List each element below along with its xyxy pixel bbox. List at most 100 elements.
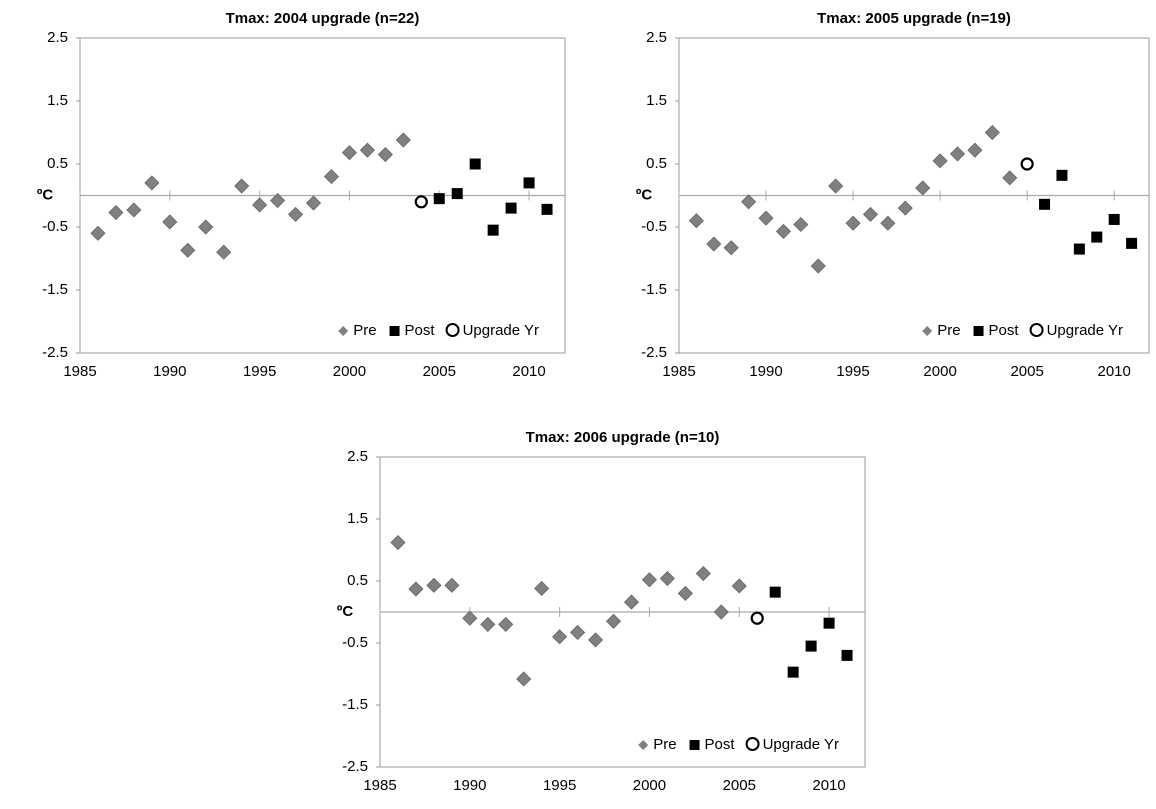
y-tick-label: 0.5	[347, 572, 368, 589]
legend-label: Pre	[353, 322, 376, 339]
legend-label: Upgrade Yr	[1047, 322, 1123, 339]
x-tick-label: 1985	[63, 363, 96, 380]
square-point	[487, 224, 499, 236]
diamond-point	[516, 671, 532, 687]
y-tick-label: 1.5	[47, 92, 68, 109]
diamond-point	[706, 236, 722, 252]
y-tick-label: -1.5	[342, 696, 368, 713]
diamond-point	[641, 572, 658, 588]
diamond-point	[677, 585, 693, 601]
chart-title: Tmax: 2006 upgrade (n=10)	[526, 429, 720, 446]
diamond-point	[731, 578, 747, 594]
square-point	[451, 188, 463, 200]
square-point	[1056, 169, 1068, 181]
diamond-point	[390, 534, 406, 551]
x-tick-label: 2000	[333, 363, 366, 380]
diamond-point	[810, 258, 826, 274]
square-point	[787, 666, 799, 678]
legend-label: Post	[989, 322, 1020, 339]
diamond-point	[587, 632, 604, 648]
circle-point	[1020, 157, 1034, 171]
square-point	[769, 586, 781, 598]
diamond-point	[552, 629, 568, 645]
diamond-point	[287, 206, 304, 222]
diamond-point	[845, 215, 861, 231]
chart-title: Tmax: 2005 upgrade (n=19)	[817, 10, 1011, 27]
x-tick-label: 2005	[723, 777, 756, 794]
y-axis-label: ºC	[337, 603, 353, 620]
diamond-point	[323, 169, 340, 185]
x-tick-label: 2010	[1097, 363, 1130, 380]
square-point	[505, 202, 517, 214]
y-tick-label: -0.5	[42, 218, 68, 235]
diamond-point	[605, 613, 622, 629]
diamond-point	[305, 195, 322, 211]
diamond-point	[793, 216, 809, 233]
legend-marker	[922, 326, 933, 336]
diamond-point	[570, 624, 586, 641]
diamond-point	[252, 197, 268, 213]
diamond-point	[758, 210, 774, 226]
y-tick-label: -2.5	[342, 758, 368, 775]
legend-marker	[338, 326, 349, 336]
legend-marker	[638, 740, 649, 750]
diamond-point	[862, 206, 879, 222]
diamond-point	[688, 213, 704, 229]
y-tick-label: -2.5	[641, 344, 667, 361]
diamond-point	[426, 577, 442, 593]
diamond-point	[880, 215, 896, 231]
y-tick-label: -0.5	[342, 634, 368, 651]
diamond-point	[1002, 170, 1018, 186]
x-tick-label: 2000	[923, 363, 956, 380]
x-tick-label: 1985	[662, 363, 695, 380]
diamond-point	[723, 240, 739, 256]
y-tick-label: 2.5	[646, 29, 667, 46]
square-point	[1091, 231, 1103, 243]
diamond-point	[498, 616, 514, 632]
legend-label: Pre	[937, 322, 960, 339]
diamond-point	[395, 132, 411, 148]
y-tick-label: -0.5	[641, 218, 667, 235]
legend-label: Upgrade Yr	[763, 736, 839, 753]
diamond-point	[377, 146, 393, 163]
x-tick-label: 1990	[453, 777, 486, 794]
square-point	[469, 158, 481, 170]
x-tick-label: 2005	[423, 363, 456, 380]
diamond-point	[932, 153, 948, 169]
legend-marker	[389, 326, 400, 336]
y-tick-label: 1.5	[347, 510, 368, 527]
diamond-point	[695, 565, 711, 582]
diamond-point	[828, 178, 844, 194]
square-point	[541, 203, 553, 215]
y-axis-label: ºC	[636, 186, 652, 203]
y-tick-label: 0.5	[47, 155, 68, 172]
square-point	[523, 177, 535, 189]
diamond-point	[90, 225, 106, 241]
diamond-point	[234, 178, 250, 194]
x-tick-label: 1995	[243, 363, 276, 380]
x-tick-label: 2005	[1010, 363, 1043, 380]
y-tick-label: 2.5	[347, 448, 368, 465]
legend-marker	[745, 737, 760, 751]
legend-label: Pre	[653, 736, 676, 753]
x-tick-label: 1995	[836, 363, 869, 380]
diamond-point	[915, 180, 931, 196]
diamond-point	[444, 577, 460, 593]
diamond-point	[480, 616, 496, 632]
legend-label: Upgrade Yr	[463, 322, 539, 339]
square-point	[1073, 243, 1085, 255]
square-point	[433, 193, 445, 205]
diamond-point	[126, 202, 142, 218]
diamond-point	[462, 610, 478, 626]
circle-point	[750, 611, 764, 625]
square-point	[805, 640, 817, 652]
legend-marker	[445, 323, 460, 337]
legend-marker	[1029, 323, 1044, 337]
legend-marker	[973, 326, 984, 336]
x-tick-label: 1985	[363, 777, 396, 794]
diamond-point	[967, 142, 983, 158]
diamond-point	[534, 580, 550, 597]
x-tick-label: 1990	[749, 363, 782, 380]
x-tick-label: 2010	[812, 777, 845, 794]
diamond-point	[198, 219, 214, 235]
